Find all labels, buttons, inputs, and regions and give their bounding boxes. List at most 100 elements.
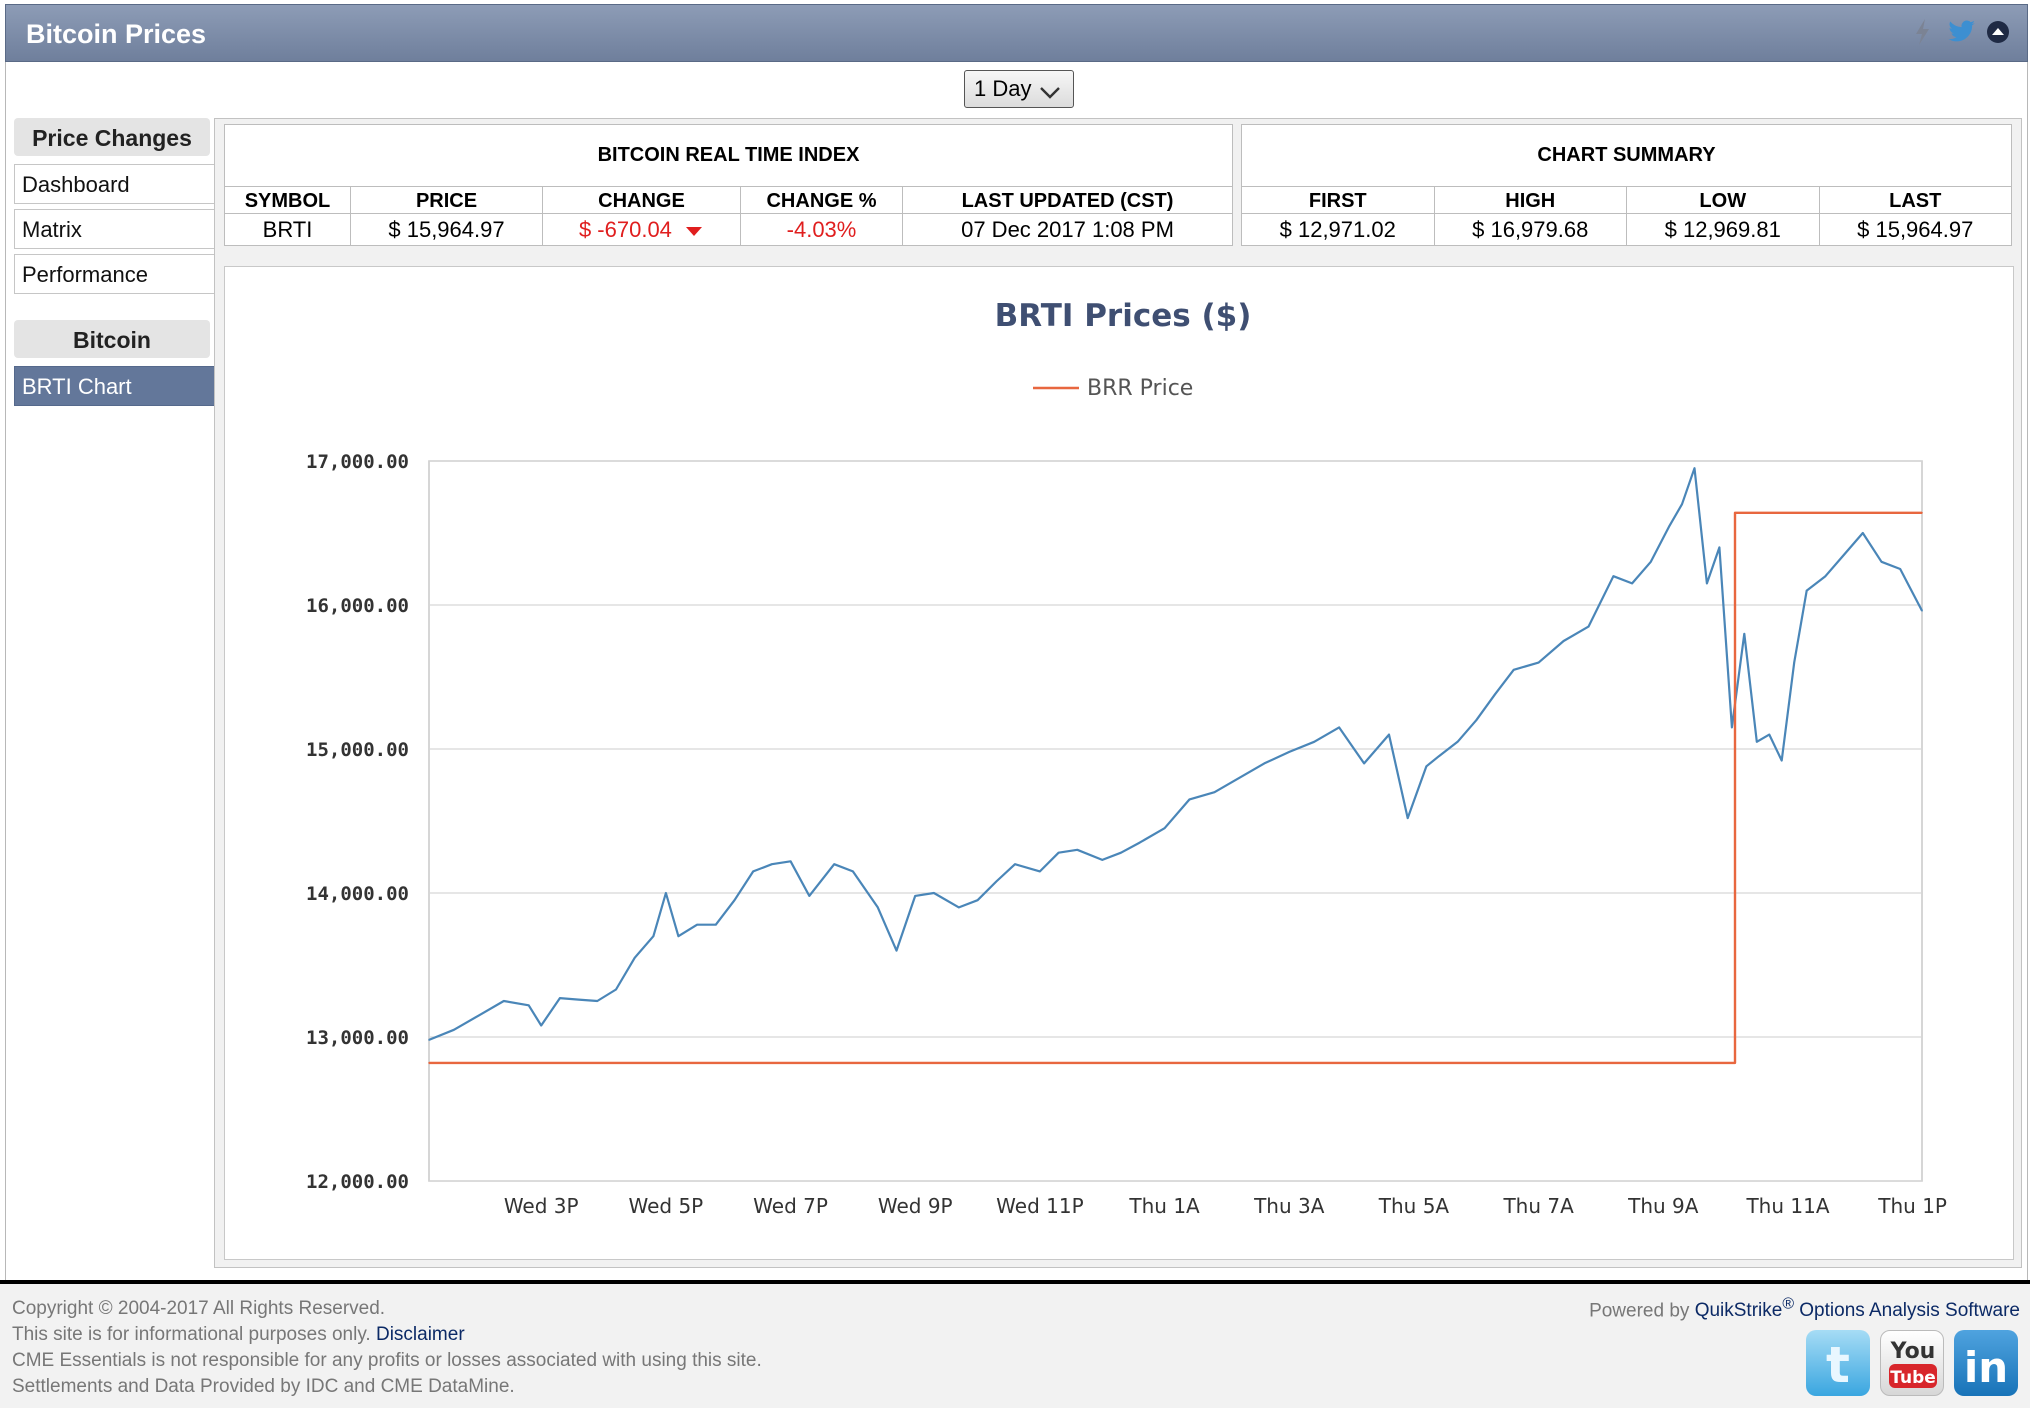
y-tick-label: 13,000.00 xyxy=(306,1027,409,1049)
data-point-brti xyxy=(1631,582,1633,585)
x-tick-label: Thu 5A xyxy=(1378,1194,1450,1218)
col-header-symbol: SYMBOL xyxy=(224,186,351,214)
data-point-brti xyxy=(1263,762,1266,765)
data-point-brti xyxy=(696,923,698,926)
x-tick-label: Thu 1A xyxy=(1128,1194,1200,1218)
chart-panel: BRTI Prices ($) BRR Price 17,000.00 16,00… xyxy=(224,266,2014,1260)
data-point-brti xyxy=(1743,633,1746,635)
x-tick-label: Wed 5P xyxy=(629,1194,704,1218)
copyright-text: Copyright © 2004-2017 All Rights Reserve… xyxy=(12,1298,386,1319)
data-point-brti xyxy=(914,895,916,897)
data-point-brti xyxy=(1681,503,1683,505)
footer-rule xyxy=(0,1280,2030,1284)
y-tick-label: 17,000.00 xyxy=(306,451,409,473)
nav-item-matrix[interactable]: Matrix xyxy=(14,209,214,249)
data-point-brti xyxy=(1668,525,1671,527)
y-tick-label: 16,000.00 xyxy=(306,595,409,617)
page-title: Bitcoin Prices xyxy=(26,19,207,49)
data-point-brti xyxy=(1512,669,1515,671)
data-point-brti xyxy=(1475,719,1478,721)
data-point-brti xyxy=(771,863,773,865)
plot-border xyxy=(428,460,1923,1182)
data-point-brti xyxy=(665,892,667,894)
youtube-label-you: You xyxy=(1890,1339,1936,1364)
quikstrike-link[interactable]: QuikStrike® Options Analysis Software xyxy=(1694,1296,2020,1322)
data-point-brr xyxy=(1734,512,1736,514)
summary-table-title: CHART SUMMARY xyxy=(1241,124,2012,187)
data-point-brti xyxy=(752,870,754,873)
data-point-brti xyxy=(1425,765,1428,768)
nav-item-brti-chart[interactable]: BRTI Chart xyxy=(14,366,214,406)
data-point-brti xyxy=(933,892,935,894)
brti-chart: BRTI Prices ($) BRR Price 17,000.00 16,00… xyxy=(306,298,1947,1218)
change-cell: $ -670.04 xyxy=(542,213,741,246)
plot-area: 17,000.00 16,000.00 15,000.00 14,000.00 13,0… xyxy=(306,451,1947,1218)
twitter-icon[interactable] xyxy=(1947,17,1975,47)
x-tick-label: Thu 1P xyxy=(1877,1194,1947,1218)
quikstrike-brand: QuikStrike xyxy=(1694,1300,1783,1322)
nav-item-dashboard[interactable]: Dashboard xyxy=(14,164,214,204)
data-point-brti xyxy=(1014,863,1016,865)
data-point-brti xyxy=(1921,610,1923,612)
data-point-brti xyxy=(540,1024,542,1027)
twitter-social-icon[interactable]: t xyxy=(1806,1330,1870,1396)
data-point-brti xyxy=(1039,870,1041,873)
x-tick-label: Thu 11A xyxy=(1745,1194,1829,1218)
data-point-brti xyxy=(1138,841,1141,844)
data-point-brti xyxy=(1313,741,1315,743)
data-point-brti xyxy=(453,1029,455,1031)
data-point-brti xyxy=(596,1000,599,1002)
powered-by: Powered by QuikStrike® Options Analysis … xyxy=(1589,1296,2020,1322)
y-tick-label: 15,000.00 xyxy=(306,739,409,761)
data-point-brti xyxy=(1843,553,1845,556)
data-point-brti xyxy=(527,1004,530,1007)
disclaimer-link[interactable]: Disclaimer xyxy=(375,1324,465,1345)
data-point-brti xyxy=(652,935,655,937)
chevron-down-icon xyxy=(1039,80,1061,106)
data-point-brti xyxy=(1188,798,1191,801)
data-point-brti xyxy=(1363,762,1365,765)
data-point-brti xyxy=(428,1039,430,1041)
info-text: This site is for informational purposes … xyxy=(12,1324,465,1346)
powered-suffix: Options Analysis Software xyxy=(1799,1300,2020,1322)
data-point-brti xyxy=(895,949,898,952)
data-point-brti xyxy=(615,988,617,991)
x-tick-label: Wed 7P xyxy=(753,1194,828,1218)
summary-table: CHART SUMMARY FIRST HIGH LOW LAST $ 12,9… xyxy=(1241,124,2012,246)
data-point-brti xyxy=(1537,661,1540,664)
high-cell: $ 16,979.68 xyxy=(1433,213,1627,246)
data-point-brti xyxy=(1120,851,1122,854)
data-point-brr xyxy=(428,1062,430,1064)
data-point-brti xyxy=(1076,849,1079,851)
nav-item-performance[interactable]: Performance xyxy=(14,254,214,294)
youtube-social-icon[interactable]: You Tube xyxy=(1880,1330,1944,1396)
data-point-brti xyxy=(1163,827,1166,829)
linkedin-social-icon[interactable]: in xyxy=(1954,1330,2018,1396)
data-point-brti xyxy=(1494,693,1496,696)
lightning-icon[interactable] xyxy=(1909,17,1937,47)
data-point-brti xyxy=(877,906,879,909)
nav-group-bitcoin: Bitcoin xyxy=(14,320,210,358)
data-point-brti xyxy=(733,899,736,901)
symbol-cell: BRTI xyxy=(224,213,351,246)
data-point-brti xyxy=(808,895,811,897)
col-header-last: LAST xyxy=(1818,186,2012,214)
data-point-brti xyxy=(789,860,792,863)
change-value: $ -670.04 xyxy=(578,216,672,242)
data-point-brti xyxy=(1768,733,1771,736)
collapse-icon[interactable] xyxy=(1985,17,2013,47)
data-point-brti xyxy=(1406,817,1409,819)
data-point-brti xyxy=(715,923,717,926)
range-select[interactable]: 1 Day xyxy=(964,70,1074,108)
col-header-change: CHANGE xyxy=(542,186,741,214)
data-point-brti xyxy=(1213,791,1216,793)
data-point-brti xyxy=(1862,532,1864,534)
last-cell: $ 15,964.97 xyxy=(1818,213,2012,246)
data-point-brr xyxy=(1921,512,1923,514)
x-tick-label: Thu 9A xyxy=(1627,1194,1699,1218)
change-pct-cell: -4.03% xyxy=(740,213,903,246)
x-tick-label: Thu 3A xyxy=(1253,1194,1325,1218)
data-point-brti xyxy=(633,957,636,959)
data-point-brti xyxy=(1612,575,1615,577)
y-tick-label: 12,000.00 xyxy=(306,1171,409,1193)
